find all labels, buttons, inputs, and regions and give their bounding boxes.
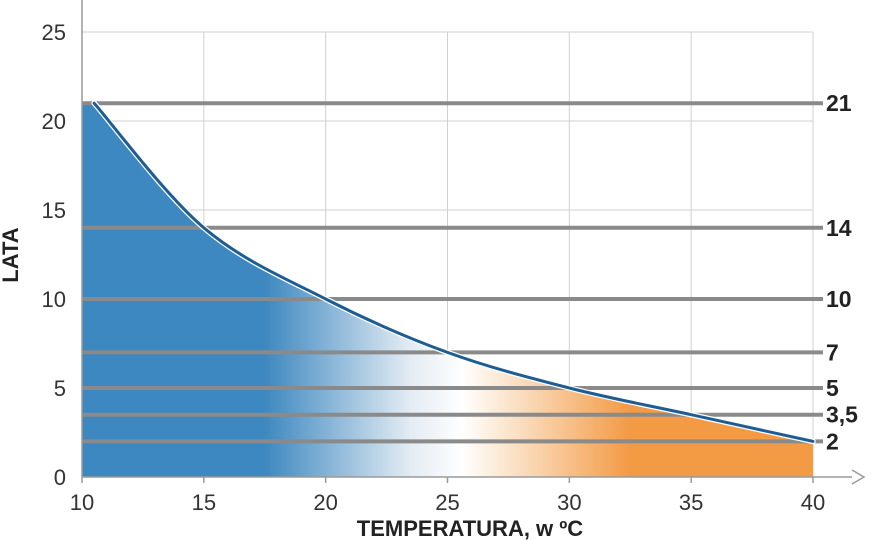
curve-layer	[91, 100, 816, 445]
x-axis-arrow	[851, 469, 866, 485]
y-tick-label-10: 10	[42, 287, 66, 312]
reference-label-2: 2	[826, 428, 839, 454]
x-tick-label-10: 10	[70, 490, 94, 515]
reference-label-5: 5	[826, 375, 839, 401]
area-layer	[82, 103, 813, 477]
x-tick-label-35: 35	[679, 490, 703, 515]
reference-label-7: 7	[826, 339, 839, 365]
reference-label-21: 21	[826, 90, 852, 116]
y-tick-label-0: 0	[54, 465, 66, 490]
reference-label-3,5: 3,5	[826, 402, 858, 428]
y-axis-title: LATA	[0, 227, 23, 282]
y-tick-labels: 0 5 10 15 20 25	[42, 20, 66, 490]
x-tick-label-20: 20	[313, 490, 337, 515]
reference-lines	[82, 101, 823, 444]
y-tick-label-20: 20	[42, 109, 66, 134]
x-tick-label-40: 40	[801, 490, 825, 515]
x-tick-label-30: 30	[557, 490, 581, 515]
y-tick-label-15: 15	[42, 198, 66, 223]
curve-line	[92, 101, 815, 443]
area-fill	[82, 103, 813, 477]
x-tick-label-15: 15	[192, 490, 216, 515]
reference-label-10: 10	[826, 286, 852, 312]
axes	[81, 0, 866, 485]
reference-labels: 21 14 10 7 53,52	[826, 90, 858, 454]
y-tick-label-5: 5	[54, 376, 66, 401]
reference-label-14: 14	[826, 215, 852, 241]
y-tick-label-25: 25	[42, 20, 66, 45]
x-tick-label-25: 25	[435, 490, 459, 515]
x-tick-labels: 10 15 20 25 30 35 40	[70, 490, 825, 515]
x-axis-title: TEMPERATURA, w ºC	[357, 516, 584, 540]
